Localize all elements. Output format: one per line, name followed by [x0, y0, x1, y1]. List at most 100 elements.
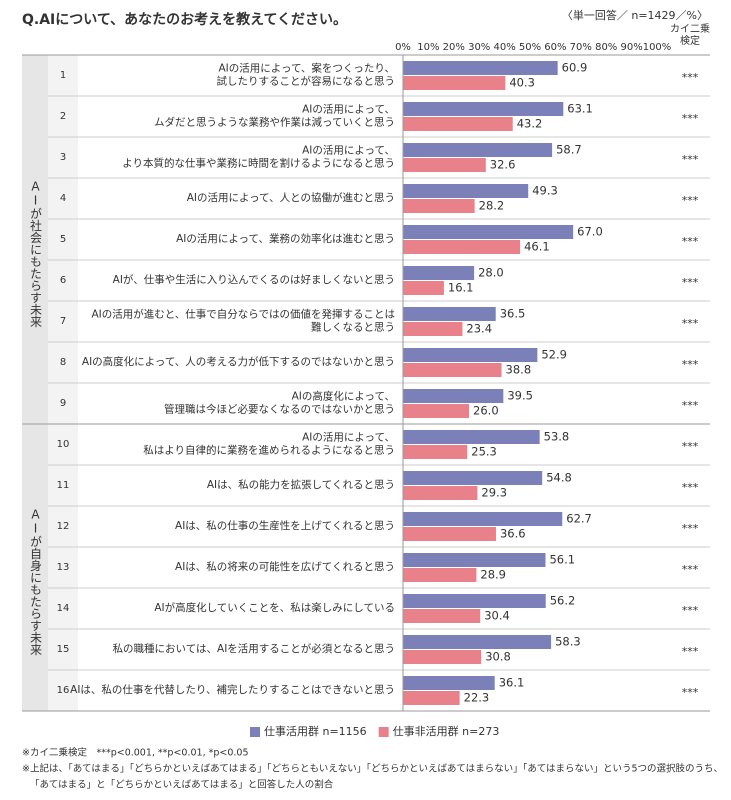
bar — [403, 143, 553, 157]
significance: *** — [682, 686, 699, 699]
significance: *** — [682, 71, 699, 84]
value-label: 54.8 — [546, 471, 572, 485]
x-tick-label: 60% — [544, 42, 566, 53]
statement: AIの活用によって、人との協働が進むと思う — [187, 191, 395, 204]
value-label: 67.0 — [577, 225, 603, 239]
group-label: AIが自身にもたらす未来 — [29, 508, 43, 656]
row-number: 5 — [60, 234, 66, 245]
footnote: ※カイ二乗検定 ***p<0.001, **p<0.01, *p<0.05 — [22, 747, 249, 759]
value-label: 40.3 — [509, 76, 535, 90]
bar — [403, 486, 478, 500]
bar — [403, 281, 444, 295]
value-label: 53.8 — [544, 430, 570, 444]
value-label: 23.4 — [466, 322, 492, 336]
statement: AIの活用によって、私はより自律的に業務を進められるようになると思う — [143, 432, 395, 457]
bar — [403, 348, 538, 362]
significance: *** — [682, 563, 699, 576]
row-number: 12 — [57, 521, 70, 532]
statement: AIは、私の能力を拡張してくれると思う — [207, 478, 395, 491]
value-label: 32.6 — [490, 158, 516, 172]
statement: AIは、私の将来の可能性を広げてくれると思う — [175, 560, 395, 573]
significance: *** — [682, 358, 699, 371]
bar — [403, 76, 506, 90]
significance: *** — [682, 440, 699, 453]
bar — [403, 553, 546, 567]
legend-label: 仕事非活用群 n=273 — [393, 724, 500, 738]
x-tick-label: 100% — [643, 42, 672, 53]
x-tick-label: 0% — [395, 42, 411, 53]
value-label: 46.1 — [524, 240, 550, 254]
significance: *** — [682, 604, 699, 617]
group-label: AIが社会にもたらす未来 — [29, 180, 43, 328]
significance: *** — [682, 112, 699, 125]
value-label: 36.6 — [500, 527, 526, 541]
bar — [403, 322, 463, 336]
bar — [403, 61, 558, 75]
statement: AIは、私の仕事の生産性を上げてくれると思う — [175, 519, 395, 532]
value-label: 28.0 — [478, 266, 504, 280]
statement: AIの活用によって、より本質的な仕事や業務に時間を割けるようになると思う — [122, 145, 395, 170]
row-number: 11 — [57, 480, 70, 491]
bar — [403, 363, 502, 377]
value-label: 63.1 — [567, 102, 593, 116]
chart-subtitle: 〈単一回答／ n=1429／%〉 — [562, 8, 708, 22]
bar — [403, 594, 546, 608]
bar — [403, 240, 521, 254]
significance: *** — [682, 645, 699, 658]
chart-title: Q.AIについて、あなたのお考えを教えてください。 — [22, 11, 347, 28]
value-label: 56.2 — [550, 594, 576, 608]
x-tick-label: 10% — [417, 42, 439, 53]
row-number: 1 — [60, 70, 66, 81]
significance: *** — [682, 194, 699, 207]
bar — [403, 471, 543, 485]
value-label: 29.3 — [481, 486, 507, 500]
significance: *** — [682, 153, 699, 166]
statement: AIが、仕事や生活に入り込んでくるのは好ましくないと思う — [113, 273, 395, 286]
row-number: 14 — [57, 603, 70, 614]
bar — [403, 635, 552, 649]
bar — [403, 568, 477, 582]
number-cell — [48, 424, 78, 711]
statement: AIの活用によって、案をつくったり、試したりすることが容易になると思う — [217, 62, 396, 88]
value-label: 38.8 — [506, 363, 532, 377]
statement: AIが高度化していくことを、私は楽しみにしている — [154, 601, 395, 614]
value-label: 43.2 — [517, 117, 543, 131]
statement: AIは、私の仕事を代替したり、補完したりすることはできないと思う — [70, 683, 395, 696]
group-cell — [22, 424, 48, 711]
row-number: 4 — [60, 193, 66, 204]
bar — [403, 445, 468, 459]
x-tick-label: 30% — [468, 42, 490, 53]
bar — [403, 676, 495, 690]
value-label: 30.4 — [484, 609, 510, 623]
value-label: 28.9 — [480, 568, 506, 582]
row-number: 8 — [60, 357, 66, 368]
statement: AIの高度化によって、人の考える力が低下するのではないかと思う — [82, 355, 395, 368]
statement: AIの活用が進むと、仕事で自分ならではの価値を発揮することは難しくなると思う — [91, 308, 395, 334]
bar — [403, 307, 496, 321]
row-number: 2 — [60, 111, 66, 122]
value-label: 26.0 — [473, 404, 499, 418]
bar — [403, 430, 540, 444]
legend-swatch — [378, 727, 389, 737]
row-number: 3 — [60, 152, 66, 163]
row-number: 6 — [60, 275, 66, 286]
bar — [403, 691, 460, 705]
value-label: 36.1 — [499, 676, 525, 690]
value-label: 62.7 — [566, 512, 592, 526]
x-tick-label: 40% — [493, 42, 515, 53]
value-label: 52.9 — [541, 348, 567, 362]
significance: *** — [682, 481, 699, 494]
bar — [403, 102, 564, 116]
test-header: カイ二乗検定 — [670, 23, 710, 47]
footnote: 「あてはまる」と「どちらかといえばあてはまる」と回答した人の割合 — [30, 779, 334, 791]
bar — [403, 184, 529, 198]
footnote: ※上記は、「あてはまる」「どちらかといえばあてはまる」「どちらともいえない」「ど… — [22, 763, 723, 775]
value-label: 25.3 — [471, 445, 497, 459]
bar — [403, 158, 486, 172]
bar — [403, 199, 475, 213]
significance: *** — [682, 276, 699, 289]
bar — [403, 650, 482, 664]
legend-label: 仕事活用群 n=1156 — [264, 724, 367, 738]
x-tick-label: 80% — [595, 42, 617, 53]
